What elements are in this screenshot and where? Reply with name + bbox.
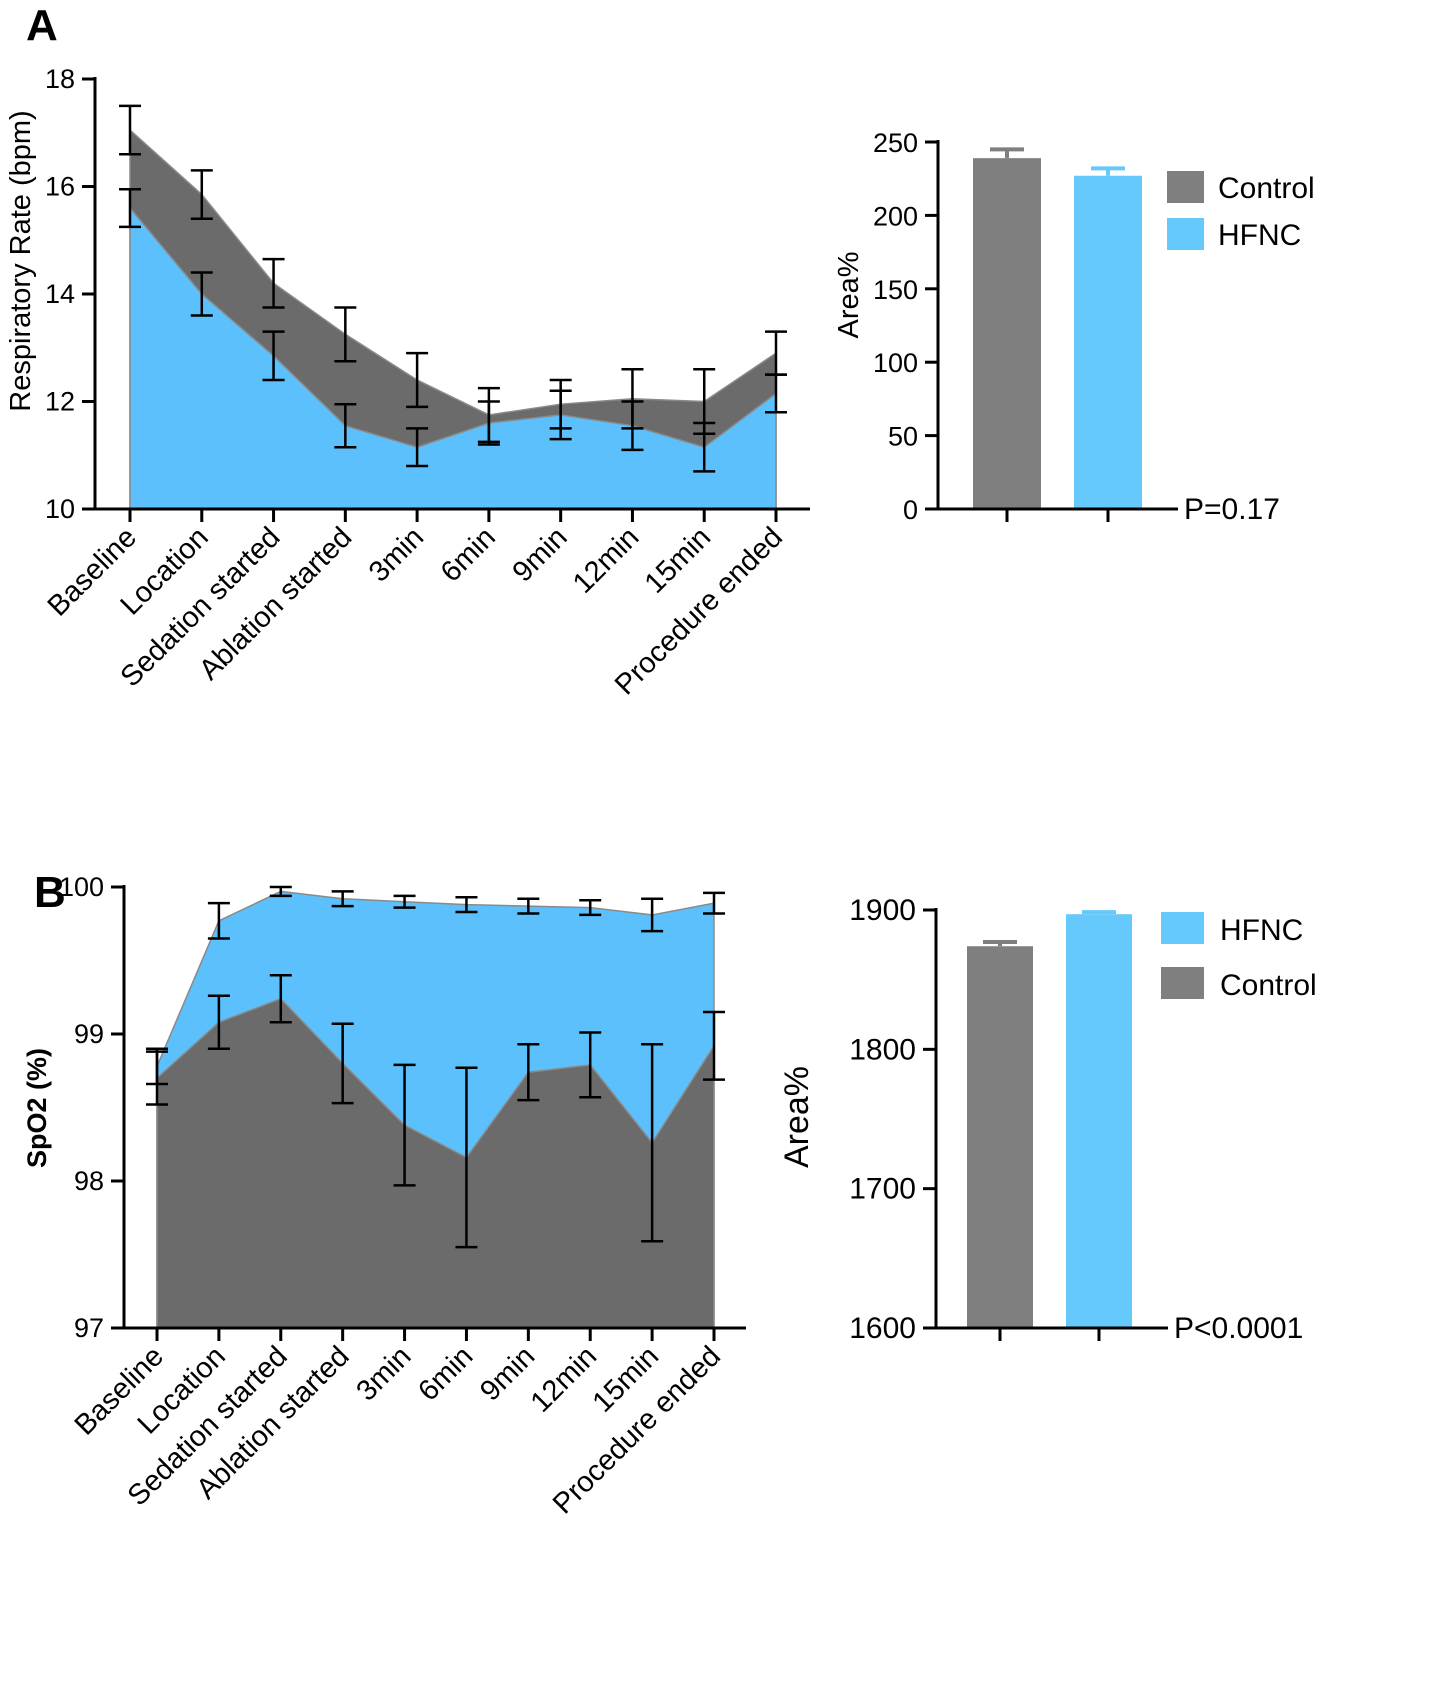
error-bar [262, 257, 285, 309]
error-bar [146, 1050, 168, 1106]
error-bar [549, 389, 572, 441]
legend-label: HFNC [1220, 914, 1303, 947]
error-bar [334, 402, 357, 449]
error-bar [331, 890, 354, 908]
x-tick-label: 6min [412, 1340, 479, 1407]
error-bar [406, 351, 429, 409]
error-bar [765, 373, 787, 414]
legend-label: Control [1220, 969, 1317, 1002]
error-bar [703, 1010, 725, 1081]
y-tick-label: 100 [59, 872, 104, 902]
p-value: P=0.17 [1184, 493, 1280, 526]
error-bar [393, 894, 416, 909]
error-bar [269, 973, 292, 1024]
y-tick-label: 99 [74, 1019, 104, 1049]
error-bar [406, 427, 429, 468]
y-axis-label: Area% [778, 1066, 816, 1168]
error-bar [269, 885, 292, 898]
error-bar [207, 901, 230, 940]
legend: Control HFNC [1167, 171, 1315, 252]
y-tick-label: 150 [873, 275, 918, 305]
y-tick-label: 12 [45, 387, 75, 417]
x-tick-label: 9min [507, 521, 574, 588]
x-tick-label: 12min [567, 521, 645, 599]
respiratory-area-bar-chart: 0 50 100 150 200 250 Area% Control HFNC P=0.1… [833, 128, 1315, 526]
legend-swatch [1161, 967, 1204, 999]
y-tick-label: 0 [903, 495, 918, 525]
y-tick-label: 250 [873, 128, 918, 158]
y-tick-label: 16 [45, 172, 75, 202]
x-tick-label: 3min [363, 521, 430, 588]
legend-swatch [1161, 912, 1204, 944]
y-tick-label: 50 [888, 422, 918, 452]
y-tick-label: 1800 [849, 1033, 916, 1066]
panel-a-letter: A [26, 1, 58, 50]
y-axis-label: SpO2 (%) [22, 1048, 52, 1168]
error-bar [517, 1043, 540, 1102]
error-bar [455, 896, 478, 914]
error-bar [517, 897, 540, 915]
error-bar [990, 147, 1024, 159]
error-bar [455, 1066, 478, 1249]
legend-swatch [1167, 171, 1204, 203]
y-tick-label: 14 [45, 279, 75, 309]
y-tick-label: 10 [45, 494, 75, 524]
y-tick-label: 18 [45, 64, 75, 94]
error-bar [119, 104, 141, 156]
error-bar [207, 994, 230, 1050]
error-bar [393, 1063, 416, 1187]
error-bar [579, 1031, 602, 1099]
error-bar [621, 400, 644, 452]
y-axis-label: Area% [833, 251, 865, 338]
error-bar [983, 940, 1017, 947]
y-tick-label: 1900 [849, 894, 916, 927]
error-bar [1082, 910, 1116, 915]
error-bar [331, 1022, 354, 1105]
y-tick-label: 100 [873, 348, 918, 378]
legend-label: HFNC [1218, 219, 1301, 252]
bar-hfnc [1066, 914, 1132, 1328]
error-bar [334, 306, 357, 363]
y-tick-label: 98 [74, 1166, 104, 1196]
bar-control [967, 946, 1033, 1328]
y-tick-label: 97 [74, 1313, 104, 1343]
error-bar [190, 169, 213, 220]
x-tick-label: 3min [350, 1340, 417, 1407]
y-axis-label: Respiratory Rate (bpm) [5, 110, 37, 411]
error-bar [693, 421, 716, 473]
y-tick-label: 200 [873, 201, 918, 231]
legend-label: Control [1218, 172, 1315, 205]
error-bar [190, 271, 213, 317]
y-tick-label: 1600 [849, 1312, 916, 1345]
p-value: P<0.0001 [1174, 1312, 1303, 1345]
error-bar [262, 330, 285, 382]
legend-swatch [1167, 218, 1204, 250]
bar-hfnc [1074, 175, 1142, 509]
x-tick-label: 12min [525, 1340, 603, 1418]
error-bar [579, 898, 602, 917]
error-bar [477, 400, 500, 446]
panel-b-letter: B [34, 868, 66, 917]
error-bar [641, 897, 664, 933]
x-tick-label: 6min [435, 521, 502, 588]
error-bar [641, 1043, 664, 1243]
bar-control [973, 158, 1041, 509]
error-bar [1091, 166, 1125, 176]
legend: HFNC Control [1161, 912, 1317, 1002]
y-tick-label: 1700 [849, 1173, 916, 1206]
spo2-area-bar-chart: 1600 1700 1800 1900 Area% HFNC Control P<0.… [778, 894, 1317, 1345]
error-bar [119, 187, 141, 229]
error-bar [703, 891, 725, 915]
